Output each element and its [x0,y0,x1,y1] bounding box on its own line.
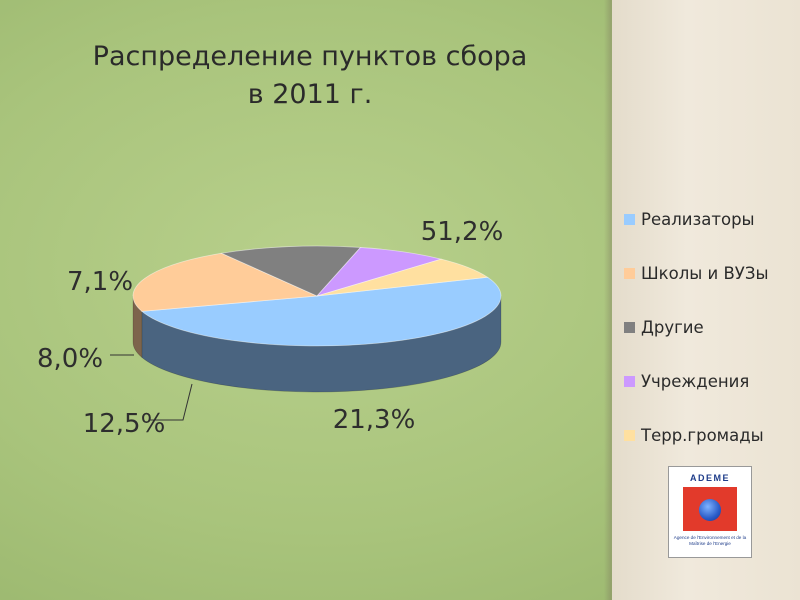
legend-item-other: Другие [624,300,794,354]
pie-slice-3 [315,247,443,297]
legend-swatch [624,375,635,387]
leader-line-2 [150,383,193,421]
legend-label: Школы и ВУЗы [641,263,769,283]
data-label-1: 21,3% [333,405,416,435]
chart-title: Распределение пунктов сбора в 2011 г. [60,38,560,114]
pie-slice-4 [316,258,489,297]
legend-item-communities: Терр.громады [624,408,794,462]
legend-label: Учреждения [641,371,750,391]
pie-slice-0 [140,276,502,347]
chart-title-line-1: Распределение пунктов сбора [92,41,528,72]
pie-slice-2 [220,245,362,297]
legend: Реализаторы Школы и ВУЗы Другие Учрежден… [624,192,794,462]
legend-item-institutions: Учреждения [624,354,794,408]
data-label-0: 51,2% [421,217,504,247]
legend-swatch [624,213,635,225]
legend-swatch [624,429,635,441]
legend-item-schools: Школы и ВУЗы [624,246,794,300]
logo-wordmark: ADEME [689,473,730,483]
legend-swatch [624,321,635,333]
pie-slice-1 [132,252,319,312]
legend-swatch [624,267,635,279]
logo-red-block [683,487,737,531]
legend-label: Реализаторы [641,209,755,229]
data-label-4: 7,1% [67,267,133,297]
chart-title-line-2: в 2011 г. [247,79,373,110]
legend-label: Терр.громады [641,425,764,445]
logo-caption: Agence de l'Environnement et de la Maîtr… [673,535,747,546]
legend-item-sellers: Реализаторы [624,192,794,246]
globe-icon [699,499,721,521]
legend-label: Другие [641,317,704,337]
data-label-2: 12,5% [83,409,166,439]
data-label-3: 8,0% [37,344,103,374]
ademe-logo: ADEME Agence de l'Environnement et de la… [668,466,752,558]
